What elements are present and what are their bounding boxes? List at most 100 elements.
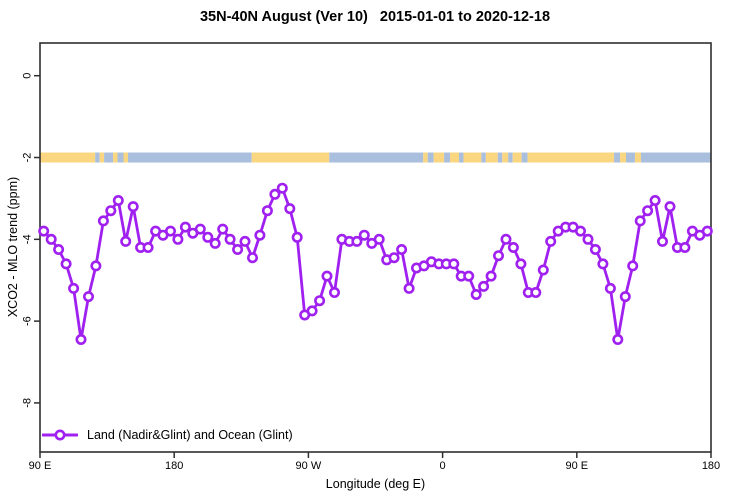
data-point-marker: [582, 233, 594, 245]
data-point-marker: [217, 223, 229, 235]
x-axis-label: Longitude (deg E): [325, 477, 426, 491]
data-point-marker: [656, 235, 668, 247]
data-point-marker: [515, 258, 527, 270]
data-point-marker: [448, 258, 460, 270]
data-point-marker: [247, 252, 259, 264]
surface-band-segment-ocean: [481, 152, 486, 163]
surface-band-segment-ocean: [104, 152, 114, 163]
surface-band-segment-ocean: [329, 152, 424, 163]
surface-band-segment-ocean: [444, 152, 451, 163]
data-point-marker: [112, 195, 124, 207]
surface-band-segment-ocean: [614, 152, 621, 163]
surface-band-segment-land: [433, 152, 445, 163]
data-point-marker: [396, 244, 408, 256]
data-point-marker: [545, 235, 557, 247]
data-point-marker: [127, 201, 139, 213]
data-point-marker: [463, 270, 475, 282]
data-point-marker: [530, 286, 542, 298]
data-point-marker: [485, 270, 497, 282]
data-point-marker: [83, 291, 95, 303]
data-point-marker: [358, 229, 370, 241]
data-point-marker: [269, 188, 281, 200]
data-point-marker: [627, 260, 639, 272]
data-point-marker: [172, 233, 184, 245]
legend-line-marker-icon: [42, 429, 78, 441]
data-point-marker: [165, 225, 177, 237]
data-point-marker: [403, 282, 415, 294]
data-point-marker: [284, 203, 296, 215]
data-point-marker: [120, 235, 132, 247]
data-point-marker: [194, 223, 206, 235]
data-point-marker: [261, 205, 273, 217]
surface-band-segment-ocean: [640, 152, 711, 163]
surface-band-segment-ocean: [521, 152, 528, 163]
data-point-marker: [38, 225, 50, 237]
data-point-marker: [500, 233, 512, 245]
x-tick-label: 180: [702, 460, 720, 472]
surface-band-segment-land: [423, 152, 428, 163]
x-tick-label: 0: [440, 460, 446, 472]
data-point-marker: [239, 235, 251, 247]
data-point-marker: [232, 244, 244, 256]
surface-band-segment-ocean: [508, 152, 513, 163]
chart-title: 35N-40N August (Ver 10) 2015-01-01 to 20…: [199, 9, 551, 25]
data-point-marker: [142, 242, 154, 254]
surface-band-segment-ocean: [127, 152, 252, 163]
surface-band-segment-ocean: [497, 152, 503, 163]
data-point-marker: [45, 233, 57, 245]
surface-band-segment-land: [512, 152, 522, 163]
legend: Land (Nadir&Glint) and Ocean (Glint): [42, 428, 293, 442]
data-point-marker: [597, 258, 609, 270]
data-point-marker: [306, 305, 318, 317]
surface-band-segment-ocean: [626, 152, 635, 163]
data-point-marker: [75, 333, 87, 345]
surface-band-segment-ocean: [427, 152, 434, 163]
data-point-marker: [619, 291, 631, 303]
surface-band-segment-land: [450, 152, 460, 163]
y-tick-label: -6: [22, 316, 34, 326]
data-point-marker: [604, 282, 616, 294]
x-tick-label: 180: [165, 460, 183, 472]
surface-band-segment-land: [99, 152, 105, 163]
data-point-marker: [612, 333, 624, 345]
data-point-marker: [537, 264, 549, 276]
data-point-marker: [649, 195, 661, 207]
data-point-marker: [202, 231, 214, 243]
data-point-marker: [53, 244, 65, 256]
data-point-marker: [90, 260, 102, 272]
data-point-marker: [314, 295, 326, 307]
y-tick-label: 0: [22, 73, 34, 79]
surface-band-segment-land: [527, 152, 615, 163]
surface-band-segment-ocean: [459, 152, 464, 163]
data-point-marker: [105, 205, 117, 217]
data-point-marker: [388, 252, 400, 264]
data-point-marker: [351, 235, 363, 247]
surface-band-segment-land: [502, 152, 509, 163]
data-point-marker: [701, 225, 713, 237]
data-point-marker: [321, 270, 333, 282]
data-point-marker: [68, 282, 80, 294]
data-point-marker: [664, 201, 676, 213]
x-tick-label: 90 W: [296, 460, 322, 472]
surface-band-segment-land: [463, 152, 482, 163]
surface-band-segment-land: [485, 152, 498, 163]
data-point-marker: [60, 258, 72, 270]
data-point-marker: [589, 244, 601, 256]
surface-band-segment-ocean: [117, 152, 124, 163]
data-point-marker: [679, 242, 691, 254]
plot-frame: [39, 42, 712, 453]
data-point-marker: [97, 215, 109, 227]
data-point-marker: [254, 229, 266, 241]
surface-band-segment-land: [620, 152, 627, 163]
x-tick-label: 90 E: [29, 460, 52, 472]
data-point-marker: [478, 280, 490, 292]
surface-band-segment-land: [251, 152, 330, 163]
data-point-marker: [642, 205, 654, 217]
surface-band-segment-land: [113, 152, 118, 163]
surface-band-segment-ocean: [95, 152, 100, 163]
data-point-marker: [507, 242, 519, 254]
data-point-marker: [634, 215, 646, 227]
data-point-marker: [492, 250, 504, 262]
